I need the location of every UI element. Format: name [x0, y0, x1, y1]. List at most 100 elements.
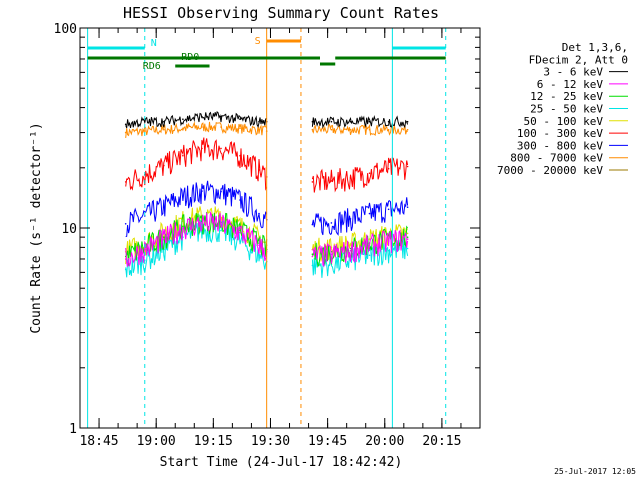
data-point-6-12-kev: [311, 255, 314, 258]
x-tick-label: 18:45: [79, 434, 118, 449]
data-point-100-300-kev: [368, 172, 371, 174]
series-line-800-7000-kev-2: [311, 123, 408, 136]
data-point-300-800-kev: [220, 190, 222, 193]
data-point-6-12-kev: [406, 238, 409, 240]
legend-item-25-50-kev: 25 - 50 keV: [530, 103, 628, 116]
data-point-25-50-kev: [258, 254, 260, 257]
series-line-300-800-kev-2: [311, 197, 409, 236]
data-point-6-12-kev: [144, 248, 146, 251]
data-point-800-7000-kev: [220, 126, 222, 128]
legend-item-6-12-kev: 6 - 12 keV: [537, 78, 628, 91]
flag-bars: NSRD0RD6: [87, 36, 446, 72]
series-line-300-800-kev-1: [125, 180, 268, 238]
x-tick-label: 20:00: [365, 434, 404, 449]
data-point-100-300-kev: [182, 154, 184, 157]
data-point-800-7000-kev: [330, 128, 333, 131]
series-line-800-7000-kev-1: [125, 121, 268, 138]
data-point-25-50-kev: [311, 264, 314, 267]
data-point-300-800-kev: [387, 208, 390, 211]
data-point-800-7000-kev: [406, 128, 409, 131]
data-point-6-12-kev: [349, 249, 352, 252]
legend-item-50-100-kev: 50 - 100 keV: [524, 115, 628, 128]
data-point-300-800-kev: [182, 196, 184, 198]
flag-n: N: [87, 38, 446, 50]
plot-frame: [79, 27, 481, 429]
data-point-12-25-kev: [311, 253, 314, 255]
series-line-6-12-kev-1: [125, 210, 268, 267]
data-point-800-7000-kev: [258, 128, 260, 131]
flag-rd6: RD6: [87, 56, 446, 72]
series-line-6-12-kev-2: [312, 229, 409, 268]
legend-item-800-7000-kev: 800 - 7000 keV: [510, 152, 628, 165]
series-300-800-kev: [124, 180, 409, 238]
data-point-3-6-kev: [387, 120, 390, 123]
data-point-800-7000-kev: [163, 128, 165, 131]
series-line-25-50-kev-2: [311, 238, 409, 278]
legend-item-12-25-kev: 12 - 25 keV: [530, 90, 628, 103]
data-point-25-50-kev: [387, 249, 390, 252]
legend-label: 800 - 7000 keV: [510, 152, 603, 165]
data-point-50-100-kev: [182, 220, 184, 223]
data-point-6-12-kev: [387, 240, 390, 242]
data-point-100-300-kev: [124, 181, 127, 183]
legend-label: 6 - 12 keV: [537, 78, 604, 91]
data-point-100-300-kev: [163, 164, 165, 167]
data-point-300-800-kev: [163, 205, 165, 208]
x-axis-label: Start Time (24-Jul-17 18:42:42): [160, 455, 403, 470]
data-point-800-7000-kev: [201, 126, 203, 128]
legend-label: 300 - 800 keV: [517, 139, 603, 152]
data-point-3-6-kev: [201, 115, 203, 118]
data-point-3-6-kev: [330, 120, 333, 123]
data-point-3-6-kev: [258, 120, 260, 123]
x-tick-label: 19:45: [308, 434, 347, 449]
data-point-6-12-kev: [239, 231, 241, 234]
data-point-100-300-kev: [201, 147, 203, 150]
flag-s: S: [255, 36, 301, 47]
legend-header-line: Det 1,3,6,: [562, 41, 628, 54]
data-point-12-25-kev: [182, 225, 184, 228]
data-point-12-25-kev: [406, 236, 409, 238]
data-point-100-300-kev: [330, 180, 333, 182]
data-point-800-7000-kev: [239, 127, 241, 130]
data-point-300-800-kev: [368, 212, 371, 215]
data-point-50-100-kev: [406, 232, 409, 235]
data-point-300-800-kev: [239, 199, 241, 201]
data-point-3-6-kev: [163, 120, 165, 123]
timestamp: 25-Jul-2017 12:05: [554, 467, 636, 476]
x-tick-label: 19:00: [137, 434, 176, 449]
data-point-6-12-kev: [258, 244, 260, 246]
data-point-3-6-kev: [144, 120, 146, 123]
data-point-800-7000-kev: [387, 128, 390, 131]
data-point-100-300-kev: [239, 154, 241, 157]
axes: 18:45 19:00 19:15 19:30 19:45 20:00 20:15 1 10 10…: [54, 22, 481, 449]
data-point-100-300-kev: [311, 181, 314, 183]
data-point-3-6-kev: [406, 120, 409, 123]
series-line-3-6-kev-1: [125, 110, 267, 129]
vertical-markers: [87, 28, 447, 428]
flag-label-n: N: [151, 38, 157, 49]
data-point-3-6-kev: [368, 120, 371, 123]
data-point-25-50-kev: [220, 229, 222, 232]
data-point-800-7000-kev: [144, 130, 146, 132]
legend-header-line: FDecim 2, Att 0: [529, 53, 628, 66]
data-point-300-800-kev: [406, 206, 409, 208]
legend-item-300-800-kev: 300 - 800 keV: [517, 139, 628, 152]
chart-title: HESSI Observing Summary Count Rates: [123, 4, 439, 22]
legend-item-3-6-kev: 3 - 6 keV: [543, 66, 628, 79]
data-point-3-6-kev: [239, 118, 241, 120]
x-tick-label: 19:15: [194, 434, 233, 449]
series-line-12-25-kev-1: [125, 211, 268, 266]
data-point-6-12-kev: [368, 244, 371, 246]
flag-label-s: S: [255, 36, 261, 47]
data-point-6-12-kev: [182, 227, 184, 229]
series-line-100-300-kev-1: [125, 137, 268, 191]
data-point-100-300-kev: [349, 177, 352, 179]
series-3-6-kev: [124, 110, 409, 129]
data-point-800-7000-kev: [182, 127, 184, 130]
data-point-800-7000-kev: [368, 128, 371, 131]
y-tick-label: 10: [61, 222, 77, 237]
data-point-300-800-kev: [311, 223, 314, 226]
data-point-300-800-kev: [330, 222, 333, 224]
data-point-300-800-kev: [201, 190, 203, 192]
data-point-100-300-kev: [258, 169, 260, 171]
